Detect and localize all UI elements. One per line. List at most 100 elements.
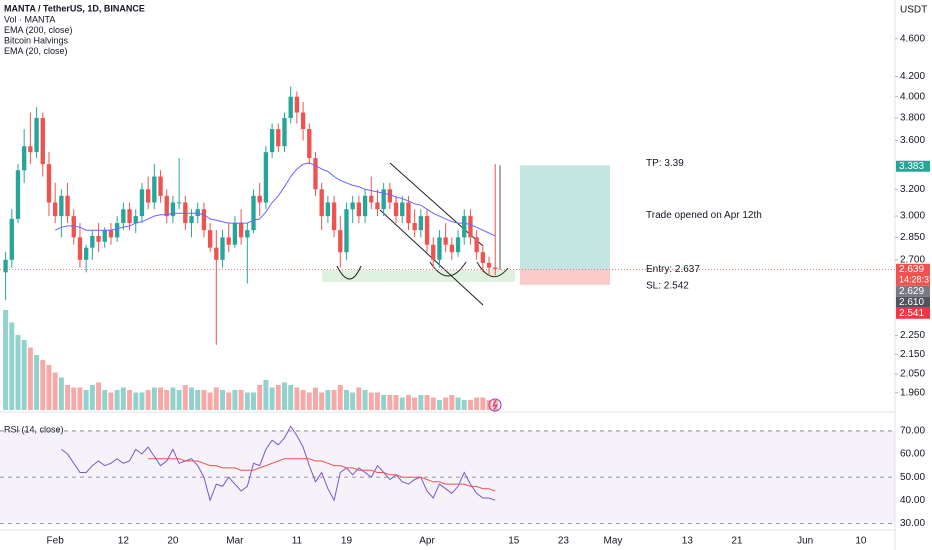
rsi-tick-label: 70.00 <box>900 426 925 437</box>
candle-body <box>356 202 362 217</box>
candle-body <box>387 189 393 203</box>
candle-body <box>108 230 114 238</box>
candle-body <box>145 189 151 203</box>
candle-body <box>412 223 417 231</box>
volume-bar <box>412 397 418 410</box>
volume-bar <box>176 390 182 410</box>
x-tick-label: May <box>604 536 623 547</box>
volume-bar <box>325 390 331 410</box>
volume-bar <box>263 380 269 410</box>
volume-bar <box>474 397 480 410</box>
volume-bar <box>350 392 356 410</box>
volume-bar <box>15 335 21 410</box>
y-tick-label: 3.000 <box>900 211 925 222</box>
volume-bar <box>89 385 95 410</box>
candle-body <box>437 237 442 260</box>
ema-line <box>54 162 496 237</box>
y-tick-label: 2.150 <box>900 349 925 360</box>
x-tick-label: 15 <box>508 536 520 547</box>
volume-bar <box>96 382 102 410</box>
stop-loss-label: SL: 2.542 <box>646 280 689 291</box>
candle-body <box>226 237 231 245</box>
candle-body <box>251 195 256 231</box>
candle-body <box>3 259 8 273</box>
candle-body <box>102 230 107 242</box>
candle-body <box>474 237 479 253</box>
candle-body <box>52 202 58 217</box>
price-tag <box>896 296 930 308</box>
candle-body <box>307 129 312 159</box>
volume-bar <box>251 392 256 410</box>
volume-bar <box>294 387 300 410</box>
candle-body <box>362 195 368 217</box>
candle-body <box>207 230 213 248</box>
volume-bar <box>108 392 114 410</box>
volume-bar <box>319 392 325 410</box>
volume-bar <box>337 385 343 410</box>
volume-bar <box>306 392 312 410</box>
y-tick-label: 1.960 <box>900 387 925 398</box>
x-tick-label: 10 <box>855 536 867 547</box>
volume-bar <box>436 400 442 410</box>
volume-bar <box>164 390 170 410</box>
volume-bar <box>65 385 71 410</box>
candle-body <box>393 202 399 217</box>
volume-bar <box>275 385 281 410</box>
candle-body <box>424 216 430 245</box>
volume-bar <box>34 355 40 410</box>
candle-body <box>443 237 448 245</box>
volume-bar <box>220 390 225 410</box>
candle-body <box>455 237 461 253</box>
candle-body <box>176 202 182 204</box>
y-tick-label: 3.800 <box>900 113 925 124</box>
rsi-tick-label: 60.00 <box>900 449 925 460</box>
volume-bar <box>207 392 213 410</box>
entry-label: Entry: 2.637 <box>646 264 700 275</box>
volume-bar <box>195 390 201 410</box>
candle-body <box>350 202 355 210</box>
candle-body <box>71 216 76 238</box>
x-tick-label: Jun <box>797 536 813 547</box>
volume-bar <box>58 377 64 410</box>
rsi-line <box>148 458 496 492</box>
volume-bar <box>127 390 133 410</box>
candle-body <box>83 247 89 260</box>
price-tag-label: 2.610 <box>899 297 924 308</box>
price-tag-label: 3.383 <box>899 161 924 172</box>
candle-body <box>195 209 200 217</box>
volume-bar <box>120 387 126 410</box>
y-tick-label: 2.850 <box>900 232 925 243</box>
volume-bar <box>213 387 219 410</box>
trade-note: Trade opened on Apr 12th <box>646 210 762 221</box>
indicator-label: EMA (20, close) <box>4 46 68 56</box>
channel-line <box>389 162 484 247</box>
volume-bar <box>226 392 232 410</box>
volume-bar <box>343 390 349 410</box>
candle-body <box>462 216 467 238</box>
candle-body <box>90 235 95 248</box>
price-tag <box>896 263 930 286</box>
candle-body <box>257 195 262 203</box>
candle-body <box>127 209 132 224</box>
y-tick-label: 2.250 <box>900 330 925 341</box>
candle-body <box>338 230 343 253</box>
volume-bar <box>189 387 194 410</box>
y-tick-label: 2.700 <box>900 254 925 265</box>
volume-bar <box>331 390 337 410</box>
volume-bar <box>52 372 58 410</box>
volume-bar <box>201 390 207 410</box>
candle-body <box>238 223 244 238</box>
candle-body <box>232 223 238 245</box>
candle-body <box>493 267 498 270</box>
candle-body <box>96 235 101 242</box>
candle-body <box>269 129 275 153</box>
y-tick-label: 4.600 <box>900 33 925 44</box>
volume-bar <box>77 387 83 410</box>
volume-bar <box>182 385 188 410</box>
volume-bar <box>139 392 145 410</box>
volume-bar <box>9 322 15 410</box>
volume-bar <box>455 397 461 410</box>
rsi-title: RSI (14, close) <box>4 424 64 434</box>
candle-body <box>344 209 349 253</box>
